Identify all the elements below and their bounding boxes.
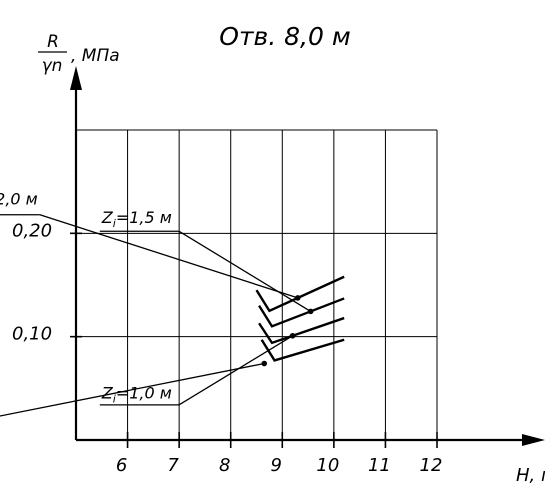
annotation-leader-3 [0,362,265,417]
y-axis-label-denominator: γn [42,56,63,76]
annotation-leader-0 [39,214,298,299]
series-marker-2 [289,332,296,339]
series-line-3 [260,338,345,362]
y-axis-arrow [70,66,82,90]
x-tick-label: 10 [316,455,339,476]
x-axis-label: H, м [516,465,545,485]
x-tick-label: 6 [116,455,127,476]
series-line-0 [255,275,345,313]
x-axis-arrow [522,434,545,446]
annotation-label-2: Zi=1,0 м [101,384,172,406]
series-line-2 [258,316,345,345]
chart-title: Отв. 8,0 м [219,22,350,51]
y-axis-label: R γn , МПа [38,32,120,76]
series-line-1 [258,297,345,328]
annotation-leader-1 [178,230,311,312]
annotation-leaders [0,214,311,417]
series-marker-3 [261,360,268,367]
y-axis-label-numerator: R [47,32,59,52]
annotation-labels: Zi=2,0 мZi=1,5 мZi=1,0 мZi=0,5 м [0,189,172,406]
x-tick-label: 7 [167,455,179,476]
series-lines [255,275,345,362]
annotation-leader-2 [178,335,293,406]
x-tick-label: 8 [219,455,230,476]
y-tick-label: 0,10 [12,324,52,345]
series-marker-1 [307,308,314,315]
annotation-label-0: Zi=2,0 м [0,189,38,211]
x-tick-label: 12 [420,455,443,476]
y-axis-label-unit: , МПа [71,46,120,66]
grid [76,129,438,440]
x-tick-label: 9 [271,455,282,476]
x-tick-labels: 6 7 8 9 10 11 12 [116,432,443,476]
series-marker-0 [294,295,301,301]
y-tick-labels: 0,10 0,20 [12,220,82,345]
annotation-label-1: Zi=1,5 м [101,208,172,230]
x-tick-label: 11 [368,455,391,476]
series-markers [261,295,314,367]
y-tick-label: 0,20 [12,220,52,241]
